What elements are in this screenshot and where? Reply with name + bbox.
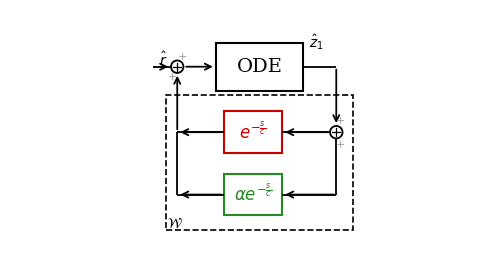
Text: ODE: ODE	[236, 58, 282, 76]
Text: $e^{-\frac{s}{c}}$: $e^{-\frac{s}{c}}$	[239, 122, 266, 143]
Bar	[165, 95, 352, 230]
Text: $\hat{r}$: $\hat{r}$	[158, 50, 167, 69]
Text: $+$: $+$	[166, 70, 176, 82]
Text: $\mathcal{W}$: $\mathcal{W}$	[166, 217, 182, 231]
Bar	[215, 43, 303, 91]
Bar	[223, 174, 282, 215]
Bar	[223, 112, 282, 153]
Text: $\alpha e^{-\frac{s}{c}}$: $\alpha e^{-\frac{s}{c}}$	[233, 184, 272, 205]
Text: $\hat{z}_1$: $\hat{z}_1$	[308, 32, 323, 52]
Text: $+$: $+$	[334, 115, 344, 126]
Text: $+$: $+$	[334, 139, 344, 150]
Text: $+$: $+$	[176, 51, 187, 62]
